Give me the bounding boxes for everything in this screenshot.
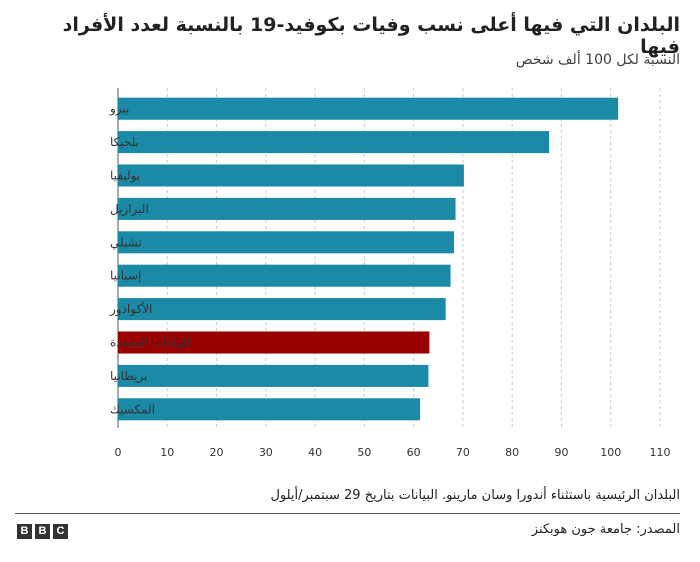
bar <box>118 331 430 354</box>
category-label: بوليفيا <box>110 169 140 184</box>
divider <box>15 513 680 514</box>
bar <box>118 131 550 154</box>
x-tick-label: 80 <box>505 446 519 459</box>
logo-letter: B <box>35 524 50 539</box>
x-tick-label: 70 <box>456 446 470 459</box>
category-label: إسبانيا <box>110 269 141 283</box>
x-tick-label: 40 <box>308 446 322 459</box>
x-tick-label: 0 <box>115 446 122 459</box>
bar <box>118 298 446 321</box>
bar <box>118 231 455 254</box>
bar <box>118 97 619 120</box>
bar <box>118 398 421 421</box>
category-label: الأكوادور <box>109 301 152 317</box>
bbc-logo: B B C <box>17 524 68 539</box>
category-label: البرازيل <box>110 202 149 217</box>
bar-chart: بيرو بلجيكا بوليفيا البرازيل تشيلي إسبانيا الأ… <box>109 88 671 459</box>
category-label: بريطانيا <box>110 369 147 384</box>
bar <box>118 164 464 187</box>
category-label: تشيلي <box>110 235 142 249</box>
category-label: بلجيكا <box>110 135 139 149</box>
bar <box>118 364 429 387</box>
source-credit: المصدر: جامعة جون هوبكنز <box>531 522 680 537</box>
x-tick-label: 50 <box>357 446 371 459</box>
x-tick-label: 110 <box>650 446 671 459</box>
bar <box>118 197 456 220</box>
category-label: الولايات المتحدة <box>110 336 190 351</box>
x-tick-label: 10 <box>160 446 174 459</box>
logo-letter: C <box>53 524 68 539</box>
category-label: المكسيك <box>110 402 155 416</box>
chart-title: البلدان التي فيها أعلى نسب وفيات بكوفيد-… <box>62 14 680 58</box>
x-tick-label: 60 <box>407 446 421 459</box>
bar <box>118 264 451 287</box>
x-tick-label: 100 <box>600 446 621 459</box>
category-label: بيرو <box>109 102 129 117</box>
logo-letter: B <box>17 524 32 539</box>
x-tick-label: 90 <box>554 446 568 459</box>
chart-subtitle: النسبة لكل 100 ألف شخص <box>515 52 680 68</box>
x-tick-label: 30 <box>259 446 273 459</box>
chart-footnote: البلدان الرئيسية باستثناء أندورا وسان ما… <box>270 488 680 503</box>
x-tick-label: 20 <box>210 446 224 459</box>
